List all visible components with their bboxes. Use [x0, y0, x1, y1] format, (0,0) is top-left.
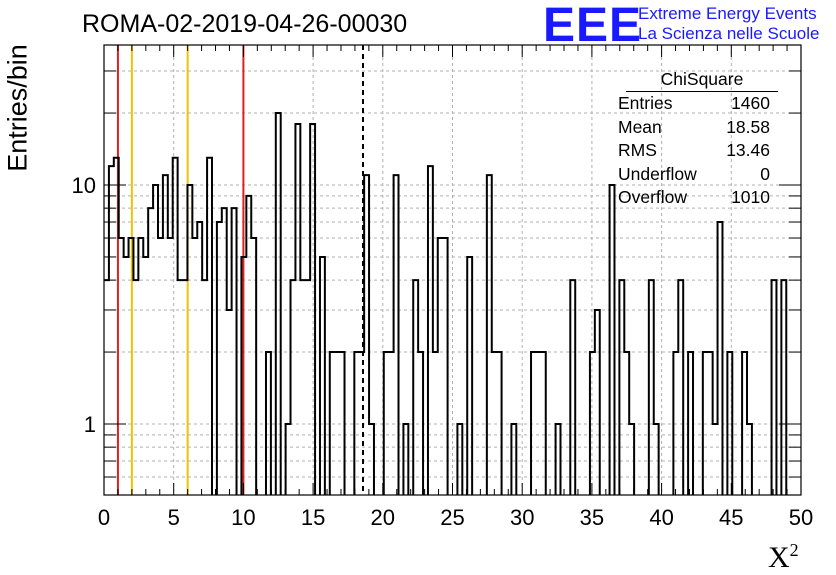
x-tick-label: 20 — [371, 505, 395, 530]
stats-title: ChiSquare — [626, 68, 778, 92]
x-axis-label-sup: 2 — [789, 540, 799, 560]
x-tick-label: 10 — [231, 505, 255, 530]
stats-row-overflow: Overflow 1010 — [612, 186, 778, 210]
x-tick-label: 35 — [580, 505, 604, 530]
y-tick-label: 10 — [72, 173, 96, 198]
stats-row-rms: RMS 13.46 — [612, 139, 778, 163]
stats-label: Overflow — [618, 187, 688, 207]
stats-box: ChiSquare Entries 1460 Mean 18.58 RMS 13.46… — [612, 68, 778, 210]
x-tick-label: 50 — [789, 505, 813, 530]
stats-row-mean: Mean 18.58 — [612, 116, 778, 140]
x-tick-label: 30 — [510, 505, 534, 530]
x-tick-label: 25 — [440, 505, 464, 530]
x-tick-label: 40 — [649, 505, 673, 530]
x-tick-label: 45 — [719, 505, 743, 530]
stats-label: RMS — [618, 140, 657, 160]
eee-logo: EEE — [543, 0, 643, 52]
x-axis-label-base: X — [768, 541, 790, 574]
histogram-outline — [104, 112, 788, 495]
x-axis-label: X2 — [768, 540, 799, 575]
run-title: ROMA-02-2019-04-26-00030 — [82, 10, 408, 38]
y-tick-label: 1 — [84, 412, 96, 437]
logo-line-2: La Scienza nelle Scuole — [638, 24, 820, 43]
stats-label: Mean — [618, 116, 662, 137]
x-tick-label: 15 — [301, 505, 325, 530]
stats-value: 18.58 — [726, 116, 770, 137]
x-tick-label: 5 — [168, 505, 180, 530]
stats-value: 13.46 — [726, 140, 770, 160]
stats-label: Underflow — [618, 163, 697, 184]
y-axis-label: Entries/bin — [2, 44, 33, 172]
logo-line-1: Extreme Energy Events — [638, 4, 817, 23]
stats-label: Entries — [618, 93, 673, 113]
stats-row-underflow: Underflow 0 — [612, 163, 778, 187]
x-tick-label: 0 — [98, 505, 110, 530]
stats-value: 0 — [760, 163, 770, 184]
stats-value: 1460 — [731, 93, 770, 113]
stats-value: 1010 — [731, 187, 770, 207]
stats-row-entries: Entries 1460 — [612, 92, 778, 116]
